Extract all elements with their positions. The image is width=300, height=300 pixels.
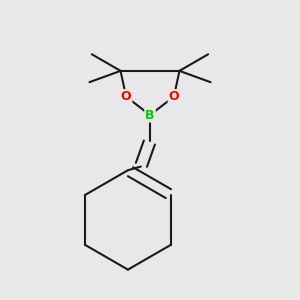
Text: B: B xyxy=(145,109,155,122)
Text: O: O xyxy=(121,90,131,103)
Text: O: O xyxy=(169,90,179,103)
